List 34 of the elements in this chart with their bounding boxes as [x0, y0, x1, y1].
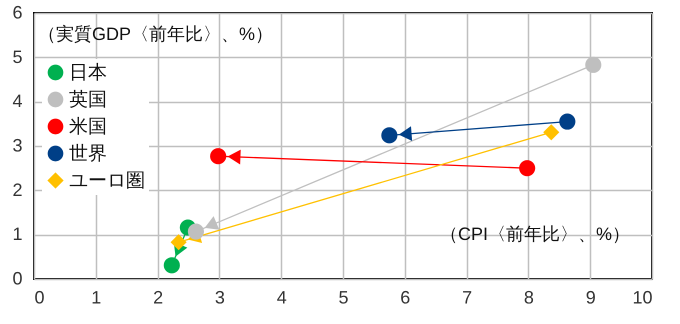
legend-label: 世界	[69, 144, 107, 164]
y-tick-label: 1	[12, 224, 22, 244]
point	[543, 124, 560, 140]
legend-label: 英国	[69, 90, 107, 110]
y-tick-label: 2	[12, 180, 22, 200]
point	[188, 224, 204, 240]
y-tick-label: 5	[12, 46, 22, 67]
x-tick-label: 4	[276, 288, 287, 308]
y-tick-label: 3	[12, 136, 22, 156]
x-tick-label: 8	[524, 288, 534, 308]
y-tick-label: 0	[12, 268, 22, 288]
y-axis-title: （実質GDP〈前年比〉、%）	[38, 24, 274, 44]
x-tick-label: 7	[462, 288, 472, 308]
y-tick-label: 6	[12, 2, 22, 22]
legend-label: ユーロ圏	[69, 170, 145, 192]
point	[210, 148, 226, 164]
x-tick-label: 6	[400, 288, 410, 308]
point	[381, 127, 398, 144]
y-tick-label: 4	[12, 91, 22, 112]
point	[585, 56, 602, 73]
x-tick-label: 0	[34, 288, 45, 308]
x-tick-label: 3	[214, 288, 225, 308]
legend-label: 米国	[69, 116, 107, 138]
legend-label: 日本	[69, 62, 107, 84]
x-tick-label: 1	[91, 288, 102, 308]
point	[559, 114, 576, 130]
x-tick-label: 9	[586, 288, 596, 308]
point	[170, 234, 187, 250]
point	[519, 160, 536, 176]
x-tick-label: 5	[338, 288, 349, 308]
x-axis-title: （CPI〈前年比〉、%）	[440, 224, 630, 244]
point	[164, 257, 180, 274]
x-tick-label: 2	[153, 288, 164, 308]
x-tick-label: 10	[632, 288, 652, 308]
